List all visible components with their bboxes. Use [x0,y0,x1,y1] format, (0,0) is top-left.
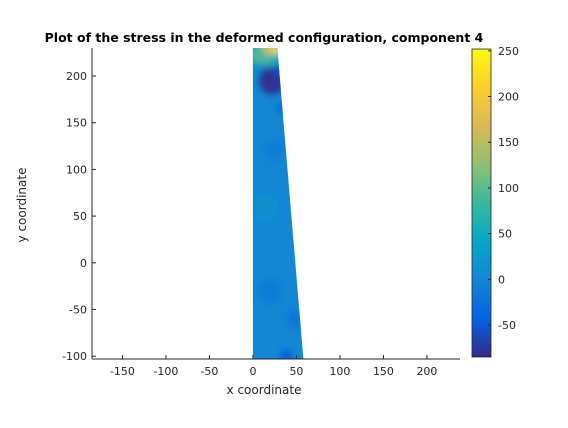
stress-field [252,48,304,359]
x-tick-label: -150 [110,365,135,378]
x-tick-label: 50 [289,365,303,378]
stress-hotspot [264,139,286,162]
x-axis-label: x coordinate [227,383,302,397]
colorbar: -50 0 50 100 150 200 250 [471,45,519,358]
x-tick-label: -100 [153,365,178,378]
colorbar-tick-label: 100 [498,182,519,195]
colorbar-tick-label: 250 [498,45,519,58]
stress-hotspot [258,277,283,304]
stress-hotspot [276,103,287,115]
y-tick-label: 50 [73,210,87,223]
stress-hotspot [252,48,267,65]
x-tick-label: 100 [329,365,350,378]
y-tick-label: -100 [62,350,87,363]
x-tick-label: 0 [249,365,256,378]
y-tick-label: 150 [66,117,87,130]
axes: -150 -100 -50 0 50 100 150 200 -100 -50 0 50 100 150 2… [62,48,460,378]
y-tick-label: 0 [80,257,87,270]
stress-hotspot [279,349,293,359]
colorbar-tick-label: -50 [498,319,516,332]
colorbar-tick-label: 200 [498,91,519,104]
y-tick-label: 100 [66,163,87,176]
colorbar-tick-label: 150 [498,136,519,149]
stress-hotspot [286,309,304,329]
stress-hotspot [272,64,286,78]
stress-hotspot [259,66,286,95]
chart-title: Plot of the stress in the deformed confi… [45,30,484,45]
colorbar-tick-label: 50 [498,228,512,241]
x-tick-label: -50 [200,365,218,378]
plot-area [252,48,304,359]
y-tick-label: -50 [69,304,87,317]
x-tick-label: 150 [373,365,394,378]
colorbar-gradient [471,48,492,358]
y-tick-label: 200 [66,70,87,83]
colorbar-tick-label: 0 [498,273,505,286]
stress-hotspot [253,193,279,220]
x-tick-label: 200 [416,365,437,378]
y-axis-label: y coordinate [15,168,29,243]
